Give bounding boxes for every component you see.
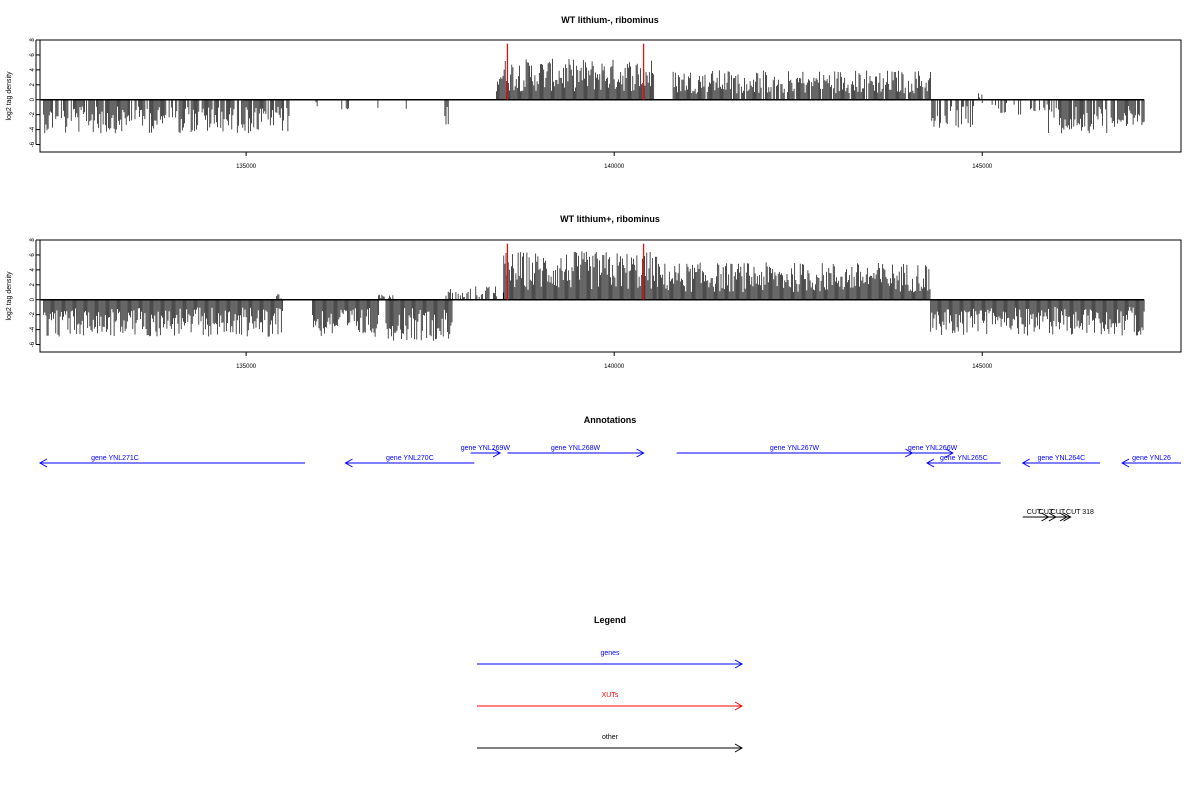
legend-label: genes bbox=[600, 650, 620, 657]
y-tick-label: -2 bbox=[30, 311, 36, 317]
cut-label: CUT 318 bbox=[1066, 509, 1094, 516]
x-tick-label: 140000 bbox=[604, 364, 625, 370]
x-tick-label: 135000 bbox=[236, 164, 257, 170]
gene-label: gene YNL271C bbox=[91, 455, 139, 462]
panel-lithium-plus: WT lithium+, ribominus log2 tag density … bbox=[6, 214, 1182, 370]
annotations-track: Annotations gene YNL271C gene YNL270Cgene… bbox=[38, 415, 1181, 522]
y-tick-label: 4 bbox=[30, 68, 36, 72]
y-tick-label: 6 bbox=[30, 53, 36, 57]
legend-label: XUTs bbox=[602, 692, 619, 699]
cut-label: CUT bbox=[1027, 509, 1042, 516]
gene-annotations: gene YNL271C gene YNL270C gene YNL269W gene… bbox=[38, 445, 1181, 468]
panel2-bars bbox=[40, 243, 1145, 341]
cut-label: CUT bbox=[1039, 509, 1054, 516]
panel2-frame bbox=[39, 239, 1182, 353]
legend: Legend genes XUTs other bbox=[477, 615, 744, 753]
y-tick-label: 0 bbox=[30, 97, 36, 101]
gene-label: gene YNL265C bbox=[940, 455, 988, 462]
panel1-bars bbox=[40, 43, 1145, 134]
gene-arrow bbox=[38, 458, 306, 468]
gene-label: gene YNL269W bbox=[461, 445, 511, 452]
y-tick-label: 2 bbox=[30, 82, 36, 86]
panel2-y-axis: 8 6 4 2 0 -2 -4 -6 bbox=[30, 238, 40, 347]
y-tick-label: 6 bbox=[30, 253, 36, 257]
gene-arrow bbox=[1121, 458, 1181, 468]
gene-label: gene YNL270C bbox=[386, 455, 434, 462]
panel-lithium-minus: WT lithium-, ribominus log2 tag density … bbox=[6, 15, 1182, 170]
legend-arrow-other bbox=[477, 743, 744, 753]
legend-items: genes XUTs other bbox=[477, 650, 744, 753]
x-tick-label: 145000 bbox=[972, 364, 993, 370]
x-tick-label: 135000 bbox=[236, 364, 257, 370]
panel1-ylabel: log2 tag density bbox=[6, 71, 13, 121]
legend-label: other bbox=[602, 734, 619, 741]
gene-label: gene YNL264C bbox=[1038, 455, 1086, 462]
gene-arrow bbox=[912, 448, 954, 458]
panel1-frame bbox=[39, 39, 1182, 153]
legend-title: Legend bbox=[594, 615, 626, 625]
y-tick-label: -4 bbox=[30, 126, 36, 132]
y-tick-label: 8 bbox=[30, 238, 36, 242]
panel2-x-axis: 135000 140000 145000 bbox=[236, 352, 993, 370]
cut-label: CUT bbox=[1051, 509, 1066, 516]
y-tick-label: 2 bbox=[30, 282, 36, 286]
y-tick-label: 0 bbox=[30, 297, 36, 301]
panel1-title: WT lithium-, ribominus bbox=[561, 15, 659, 25]
gene-label: gene YNL266W bbox=[908, 445, 958, 452]
annotations-title: Annotations bbox=[584, 415, 637, 425]
gene-arrow bbox=[344, 458, 475, 468]
y-tick-label: -6 bbox=[30, 341, 36, 347]
gene-label: gene YNL267W bbox=[770, 445, 820, 452]
gene-arrow bbox=[1021, 458, 1101, 468]
gene-label: gene YNL26 bbox=[1132, 455, 1171, 462]
gene-arrow bbox=[926, 458, 1001, 468]
y-tick-label: 8 bbox=[30, 38, 36, 42]
x-tick-label: 145000 bbox=[972, 164, 993, 170]
y-tick-label: -2 bbox=[30, 111, 36, 117]
y-tick-label: -6 bbox=[30, 141, 36, 147]
panel1-y-axis: 8 6 4 2 0 -2 -4 -6 bbox=[30, 38, 40, 147]
panel2-title: WT lithium+, ribominus bbox=[560, 214, 660, 224]
legend-arrow-xuts bbox=[477, 701, 744, 711]
y-tick-label: 4 bbox=[30, 268, 36, 272]
cut-arrow bbox=[1052, 512, 1072, 522]
gene-arrow bbox=[470, 448, 502, 458]
x-tick-label: 140000 bbox=[604, 164, 625, 170]
panel1-x-axis: 135000 140000 145000 bbox=[236, 152, 993, 170]
legend-arrow-genes bbox=[477, 659, 744, 669]
y-tick-label: -4 bbox=[30, 326, 36, 332]
gene-arrow bbox=[507, 448, 645, 458]
gene-label: gene YNL268W bbox=[551, 445, 601, 452]
panel2-ylabel: log2 tag density bbox=[6, 271, 13, 321]
